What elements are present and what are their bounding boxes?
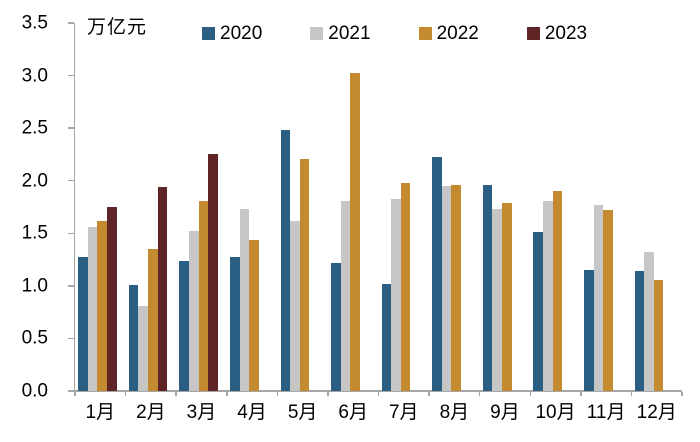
y-tick-label: 0.5 [21, 327, 48, 349]
legend-item-2021: 2021 [310, 23, 371, 44]
x-axis-line [73, 390, 682, 392]
bar-2020-4月 [229, 257, 240, 391]
x-axis-tick [580, 391, 582, 396]
bar-2022-5月 [299, 158, 310, 391]
bar-2021-3月 [188, 231, 199, 391]
bar-2023-3月 [208, 154, 218, 391]
bar-2020-12月 [634, 271, 645, 391]
bar-2022-6月 [350, 73, 360, 391]
legend: 2020 2021 2022 2023 [202, 24, 587, 43]
y-tick-label: 0.0 [21, 380, 48, 402]
y-axis-unit-label: 万亿元 [87, 17, 148, 38]
x-axis-tick [428, 391, 430, 396]
legend-label: 2020 [220, 23, 263, 44]
bar-2020-7月 [381, 283, 392, 391]
bar-2021-12月 [644, 252, 654, 391]
x-axis-tick [630, 391, 633, 396]
x-axis-tick [74, 391, 76, 396]
bar-2021-5月 [290, 220, 300, 391]
x-axis-tick [377, 391, 380, 396]
x-tick-label: 3月 [186, 402, 217, 423]
y-axis-tick [67, 337, 74, 340]
x-tick-label: 2月 [136, 402, 166, 423]
x-axis-tick [478, 391, 481, 396]
x-axis-tick [226, 391, 228, 396]
bar-2021-2月 [138, 305, 148, 391]
bar-2022-1月 [97, 220, 107, 391]
y-axis-line [73, 23, 75, 391]
bar-2022-11月 [603, 210, 613, 391]
y-axis-tick [67, 127, 74, 129]
y-axis-tick [67, 285, 74, 287]
x-tick-label: 1月 [85, 402, 116, 423]
legend-swatch-icon [202, 27, 215, 40]
y-tick-label: 3.5 [21, 12, 48, 34]
x-tick-label: 5月 [287, 402, 318, 423]
bar-2020-2月 [128, 284, 139, 391]
x-tick-label: 9月 [490, 402, 520, 423]
bar-2022-3月 [198, 200, 209, 391]
bar-2021-7月 [391, 198, 401, 391]
bar-2021-8月 [441, 185, 452, 391]
bar-2020-1月 [78, 257, 88, 391]
x-axis-tick [175, 391, 177, 396]
bar-2020-6月 [331, 262, 341, 391]
legend-swatch-icon [418, 27, 432, 40]
bar-2020-3月 [179, 260, 189, 391]
legend-label: 2023 [544, 23, 588, 44]
bar-2020-5月 [280, 130, 291, 391]
y-tick-label: 2.5 [21, 117, 48, 139]
x-tick-label: 11月 [586, 402, 626, 423]
bar-2021-6月 [340, 200, 351, 391]
y-axis-tick [67, 22, 74, 24]
bar-2020-8月 [432, 156, 442, 391]
x-axis-tick [529, 391, 531, 396]
bar-2021-11月 [593, 204, 604, 391]
x-tick-label: 7月 [388, 402, 419, 423]
x-axis-tick [681, 391, 683, 396]
bar-2020-11月 [584, 270, 594, 391]
y-axis-tick [67, 179, 74, 182]
x-axis-tick [124, 391, 127, 396]
legend-item-2020: 2020 [202, 24, 262, 43]
legend-swatch-icon [310, 27, 324, 40]
legend-item-2023: 2023 [526, 23, 588, 44]
x-axis-tick [276, 391, 279, 396]
bar-2022-7月 [400, 182, 411, 391]
bar-2020-9月 [482, 184, 493, 391]
legend-item-2022: 2022 [418, 23, 479, 44]
bar-2021-1月 [87, 226, 98, 391]
y-tick-label: 2.0 [21, 170, 48, 192]
bar-2022-10月 [552, 191, 563, 391]
bar-2022-2月 [147, 249, 158, 391]
y-tick-label: 1.0 [21, 275, 48, 297]
y-axis-tick [67, 390, 74, 392]
bar-2021-10月 [543, 200, 553, 391]
y-axis-tick [67, 232, 74, 235]
bar-2022-12月 [653, 279, 664, 391]
bar-2023-1月 [107, 207, 117, 391]
x-tick-label: 10月 [535, 402, 576, 423]
legend-swatch-icon [526, 27, 540, 40]
bar-2023-2月 [157, 187, 168, 391]
bar-2021-9月 [492, 209, 503, 391]
legend-label: 2022 [436, 23, 479, 44]
x-tick-label: 6月 [338, 402, 368, 423]
x-axis-tick [327, 391, 329, 396]
bar-2022-4月 [249, 239, 259, 391]
legend-label: 2021 [328, 23, 371, 44]
bar-2022-9月 [502, 202, 512, 391]
x-tick-label: 4月 [237, 402, 267, 423]
bar-2020-10月 [533, 232, 544, 391]
y-axis-tick [67, 74, 74, 77]
bar-2021-4月 [239, 209, 250, 391]
y-tick-label: 3.0 [21, 65, 48, 87]
bar-2022-8月 [451, 184, 462, 391]
x-tick-label: 8月 [439, 402, 470, 423]
x-tick-label: 12月 [636, 402, 677, 423]
y-tick-label: 1.5 [21, 222, 48, 244]
